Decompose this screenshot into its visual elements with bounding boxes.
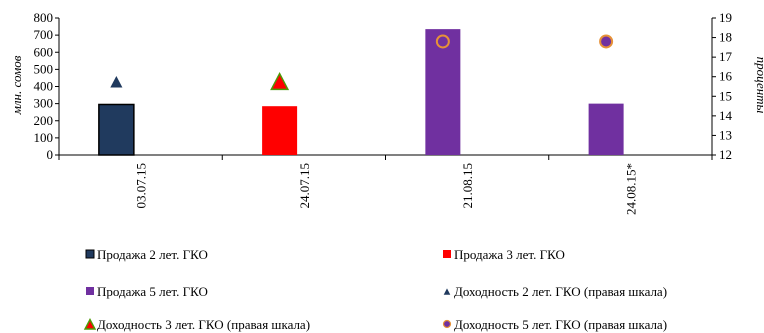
y-tick-label: 800 <box>34 10 54 25</box>
legend-label: Доходность 2 лет. ГКО (правая шкала) <box>454 284 667 299</box>
y2-tick-label: 12 <box>719 147 732 162</box>
legend-label: Доходность 5 лет. ГКО (правая шкала) <box>454 317 667 332</box>
legend-entry: Доходность 3 лет. ГКО (правая шкала) <box>83 317 310 332</box>
bars <box>98 29 624 156</box>
legend-swatch <box>442 319 452 329</box>
y-axis-title: млн. сомов <box>9 55 24 115</box>
legend-swatch <box>85 249 95 259</box>
y2-tick-label: 19 <box>719 10 732 25</box>
bar <box>588 103 624 155</box>
y2-tick-label: 17 <box>719 49 733 64</box>
y2-tick-label: 16 <box>719 69 733 84</box>
y-tick-label: 700 <box>34 27 54 42</box>
y2-tick-label: 14 <box>719 108 733 123</box>
bar <box>425 29 461 156</box>
legend-entry: Продажа 2 лет. ГКО <box>85 247 208 262</box>
y2-tick-label: 18 <box>719 30 732 45</box>
x-tick-label: 24.08.15* <box>623 163 638 215</box>
marker-point <box>110 75 123 88</box>
legend-swatch <box>86 287 94 295</box>
marker-point <box>83 317 97 330</box>
y-tick-label: 200 <box>34 113 54 128</box>
y-tick-label: 600 <box>34 44 54 59</box>
legend-swatch <box>443 250 451 258</box>
y-tick-label: 300 <box>34 96 54 111</box>
y-tick-label: 400 <box>34 79 54 94</box>
markers <box>110 34 614 91</box>
legend-entry: Доходность 2 лет. ГКО (правая шкала) <box>443 284 667 299</box>
legend-entry: Продажа 3 лет. ГКО <box>443 247 565 262</box>
y2-tick-label: 15 <box>719 88 732 103</box>
axes <box>55 17 716 160</box>
marker-point <box>599 34 614 49</box>
bar <box>98 103 135 156</box>
legend-entry: Доходность 5 лет. ГКО (правая шкала) <box>442 317 667 332</box>
y2-axis-title: проценты <box>754 57 764 114</box>
x-tick-label: 24.07.15 <box>297 163 312 209</box>
y-tick-label: 0 <box>47 147 54 162</box>
bar <box>262 106 298 155</box>
legend: Продажа 2 лет. ГКО Продажа 3 лет. ГКО Прод… <box>83 247 667 332</box>
tick-labels: 0 100 200 300 400 500 600 700 800 12 13 14 15 16 17 18 1… <box>34 10 733 215</box>
marker-point <box>270 71 290 91</box>
legend-label: Продажа 2 лет. ГКО <box>97 247 208 262</box>
marker-point <box>443 288 451 295</box>
y2-tick-label: 13 <box>719 127 732 142</box>
x-tick-label: 21.08.15 <box>460 163 475 209</box>
marker-point <box>435 34 450 49</box>
y-tick-label: 500 <box>34 61 54 76</box>
y-tick-label: 100 <box>34 130 54 145</box>
legend-entry: Продажа 5 лет. ГКО <box>86 284 208 299</box>
legend-label: Доходность 3 лет. ГКО (правая шкала) <box>97 317 310 332</box>
legend-label: Продажа 3 лет. ГКО <box>454 247 565 262</box>
x-tick-label: 03.07.15 <box>134 163 149 209</box>
legend-label: Продажа 5 лет. ГКО <box>97 284 208 299</box>
